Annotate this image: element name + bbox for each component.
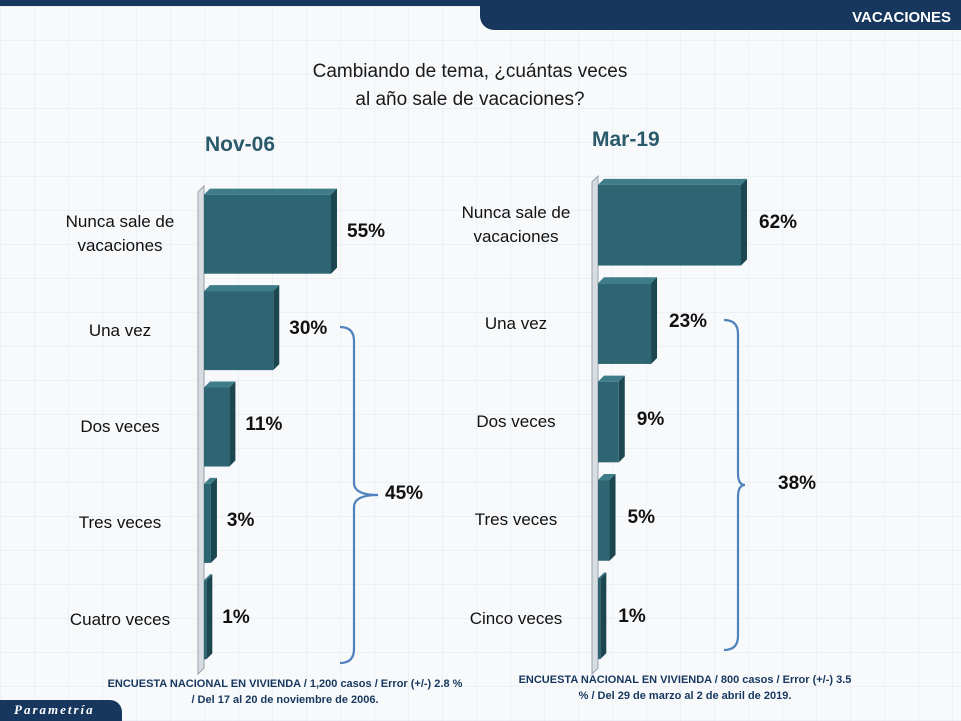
category-label-right-2-line-0: Dos veces [476,412,556,431]
bar-right-1 [598,277,658,364]
category-label-right-0-line-1: vacaciones [473,227,559,247]
bar-left-1 [204,285,280,371]
value-label-left-0: 55% [347,221,386,243]
bar-left-4 [204,574,213,660]
group-label-right: 38% [778,473,817,494]
category-label-right-1: Una vez [431,312,601,336]
category-label-left-1: Una vez [35,319,205,343]
value-label-left-4: 1% [222,606,250,628]
category-label-right-0: Nunca sale de vacaciones [431,201,601,249]
chart-title-left: Nov-06 [205,133,276,156]
category-label-right-1-line-0: Una vez [484,313,548,333]
value-label-right-0: 62% [759,212,798,234]
bar-right-0 [598,178,747,266]
category-label-left-4-line-0: Cuatro veces [69,609,171,629]
category-label-right-4: Cinco veces [431,607,601,631]
category-label-left-0: Nunca sale de vacaciones [35,210,205,258]
question-line-1: Cambiando de tema, ¿cuántas veces [312,61,628,82]
value-label-left-1: 30% [289,317,328,339]
category-label-left-3-line-0: Tres veces [78,513,162,533]
group-label-left: 45% [385,483,424,504]
section-label: VACACIONES [852,9,951,26]
footnote-right-line-1: ENCUESTA NACIONAL EN VIVIENDA / 800 caso… [518,674,852,686]
logo-text: Parametría [14,702,95,717]
axis-wall-left [197,184,205,676]
chart-title-right: Mar-19 [592,128,660,151]
bar-left-0 [204,188,337,274]
bar-right-2 [598,375,625,463]
axis-wall-right [591,174,599,676]
section-tab: VACACIONES [480,6,961,30]
bar-right-3 [598,474,616,561]
category-label-right-2: Dos veces [431,410,601,434]
value-label-left-2: 11% [245,414,283,435]
category-label-left-0-line-0: Nunca sale de [65,212,175,232]
category-label-right-4-line-0: Cinco veces [469,608,563,628]
value-label-right-1: 23% [669,310,708,332]
value-label-right-4: 1% [618,605,646,627]
category-label-right-0-line-0: Nunca sale de [461,203,571,223]
category-label-left-4: Cuatro veces [35,608,205,632]
category-label-right-3: Tres veces [431,508,601,532]
group-bracket-left [339,325,379,665]
footnote-right: ENCUESTA NACIONAL EN VIVIENDA / 800 caso… [500,672,870,704]
top-bar [0,0,961,6]
category-label-left-1-line-0: Una vez [88,320,152,340]
parametria-logo: Parametría [0,700,122,721]
question-line-2: al año sale de vacaciones? [355,89,585,110]
category-label-left-3: Tres veces [35,511,205,535]
footnote-left-line-2: / Del 17 al 20 de noviembre de 2006. [191,694,379,706]
bar-left-3 [204,477,217,563]
bar-left-2 [204,381,236,467]
value-label-right-3: 5% [627,507,655,529]
question-text: Cambiando de tema, ¿cuántas veces al año… [250,58,690,114]
value-label-left-3: 3% [226,510,255,532]
category-label-left-0-line-1: vacaciones [77,236,163,256]
footnote-right-line-2: % / Del 29 de marzo al 2 de abril de 201… [578,690,792,702]
category-label-left-2: Dos veces [35,415,205,439]
category-label-left-2-line-0: Dos veces [80,417,160,436]
footnote-left: ENCUESTA NACIONAL EN VIVIENDA / 1,200 ca… [90,676,480,708]
bar-right-4 [598,572,607,660]
group-bracket-right [723,318,746,652]
category-label-right-3-line-0: Tres veces [474,510,558,530]
footnote-left-line-1: ENCUESTA NACIONAL EN VIVIENDA / 1,200 ca… [107,678,463,690]
value-label-right-2: 9% [636,409,665,430]
